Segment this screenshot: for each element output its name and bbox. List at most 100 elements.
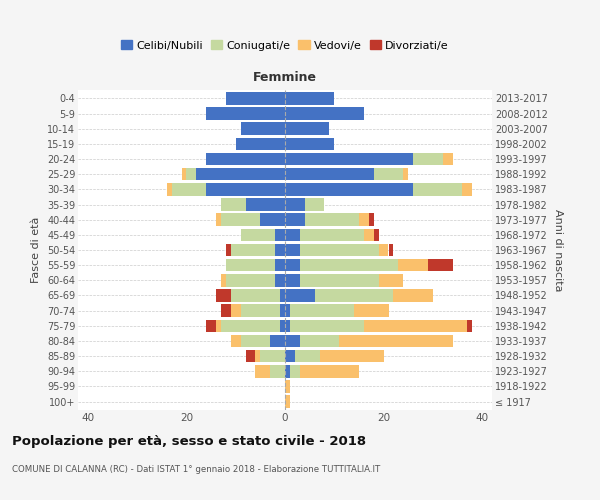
Bar	[285, 396, 290, 408]
Bar	[443, 153, 452, 165]
Bar	[403, 168, 408, 180]
Bar	[285, 320, 290, 332]
Y-axis label: Fasce di età: Fasce di età	[31, 217, 41, 283]
Bar	[245, 350, 256, 362]
Bar	[300, 274, 379, 286]
Bar	[280, 304, 285, 317]
Bar	[285, 290, 314, 302]
Bar	[285, 214, 305, 226]
Bar	[364, 228, 374, 241]
Bar	[463, 183, 472, 196]
Y-axis label: Anni di nascita: Anni di nascita	[553, 209, 563, 291]
Bar	[226, 92, 285, 104]
Bar	[354, 304, 389, 317]
Bar	[206, 320, 216, 332]
Bar	[231, 335, 241, 347]
Bar	[285, 244, 300, 256]
Bar	[226, 274, 275, 286]
Bar	[196, 168, 285, 180]
Bar	[231, 244, 275, 256]
Bar	[300, 244, 379, 256]
Bar	[413, 183, 463, 196]
Bar	[374, 168, 403, 180]
Bar	[314, 290, 394, 302]
Bar	[379, 274, 403, 286]
Bar	[285, 138, 334, 150]
Bar	[221, 214, 260, 226]
Bar	[285, 183, 413, 196]
Bar	[300, 228, 364, 241]
Bar	[216, 290, 231, 302]
Bar	[300, 259, 398, 272]
Bar	[285, 304, 290, 317]
Bar	[241, 122, 285, 135]
Bar	[221, 304, 231, 317]
Bar	[167, 183, 172, 196]
Text: Femmine: Femmine	[253, 70, 317, 84]
Bar	[221, 198, 245, 210]
Bar	[280, 320, 285, 332]
Bar	[285, 335, 300, 347]
Bar	[280, 290, 285, 302]
Text: COMUNE DI CALANNA (RC) - Dati ISTAT 1° gennaio 2018 - Elaborazione TUTTITALIA.IT: COMUNE DI CALANNA (RC) - Dati ISTAT 1° g…	[12, 465, 380, 474]
Bar	[320, 350, 383, 362]
Bar	[206, 183, 285, 196]
Bar	[339, 335, 452, 347]
Bar	[285, 153, 413, 165]
Text: Popolazione per età, sesso e stato civile - 2018: Popolazione per età, sesso e stato civil…	[12, 435, 366, 448]
Bar	[256, 350, 260, 362]
Bar	[389, 244, 394, 256]
Bar	[270, 365, 285, 378]
Bar	[285, 350, 295, 362]
Bar	[275, 228, 285, 241]
Bar	[285, 92, 334, 104]
Bar	[285, 228, 300, 241]
Bar	[305, 214, 359, 226]
Bar	[221, 320, 280, 332]
Bar	[467, 320, 472, 332]
Bar	[290, 365, 300, 378]
Bar	[241, 304, 280, 317]
Bar	[275, 244, 285, 256]
Bar	[172, 183, 206, 196]
Bar	[270, 335, 285, 347]
Bar	[413, 153, 443, 165]
Bar	[374, 228, 379, 241]
Bar	[285, 274, 300, 286]
Bar	[206, 108, 285, 120]
Bar	[290, 320, 364, 332]
Bar	[226, 259, 275, 272]
Bar	[187, 168, 196, 180]
Bar	[359, 214, 369, 226]
Bar	[364, 320, 467, 332]
Bar	[285, 108, 364, 120]
Bar	[226, 244, 231, 256]
Bar	[236, 138, 285, 150]
Bar	[206, 153, 285, 165]
Bar	[285, 380, 290, 392]
Bar	[290, 304, 354, 317]
Bar	[231, 290, 280, 302]
Bar	[275, 259, 285, 272]
Bar	[398, 259, 428, 272]
Bar	[369, 214, 374, 226]
Bar	[394, 290, 433, 302]
Bar	[221, 274, 226, 286]
Bar	[428, 259, 452, 272]
Bar	[275, 274, 285, 286]
Bar	[260, 214, 285, 226]
Bar	[379, 244, 389, 256]
Bar	[305, 198, 325, 210]
Bar	[295, 350, 320, 362]
Bar	[182, 168, 187, 180]
Bar	[256, 365, 270, 378]
Bar	[260, 350, 285, 362]
Bar	[285, 259, 300, 272]
Bar	[300, 365, 359, 378]
Bar	[241, 228, 275, 241]
Bar	[216, 214, 221, 226]
Bar	[216, 320, 221, 332]
Bar	[285, 122, 329, 135]
Bar	[241, 335, 270, 347]
Bar	[300, 335, 339, 347]
